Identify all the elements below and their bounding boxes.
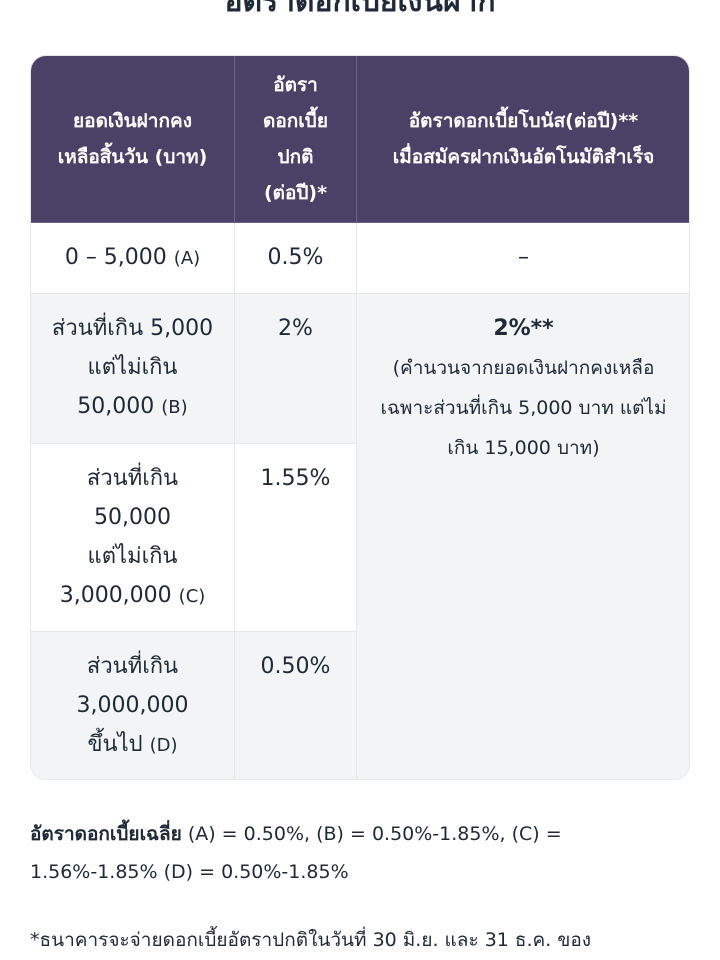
header-line: เหลือสิ้นวัน (บาท)	[57, 146, 208, 168]
tier-cell: ส่วนที่เกิน 50,000 แต่ไม่เกิน 3,000,000 (C)	[31, 444, 235, 632]
average-label: อัตราดอกเบี้ยเฉลี่ย	[30, 823, 182, 845]
tier-line: 50,000	[94, 505, 171, 530]
tier-line: 50,000 (B)	[77, 394, 188, 419]
header-cell: อัตราดอกเบี้ยปกติ (ต่อปี)*	[235, 56, 357, 223]
tier-tag: (A)	[173, 248, 201, 269]
tier-line: ส่วนที่เกิน	[86, 466, 179, 491]
header-cell: ยอดเงินฝากคงเหลือสิ้นวัน (บาท)	[31, 56, 235, 223]
tier-line: 3,000,000	[76, 693, 189, 718]
average-note: อัตราดอกเบี้ยเฉลี่ย (A) = 0.50%, (B) = 0…	[30, 815, 630, 891]
header-line: (ต่อปี)*	[263, 182, 328, 204]
bonus-note: เฉพาะส่วนที่เกิน 5,000 บาท แต่ไม่	[380, 397, 667, 419]
tier-tag: (D)	[149, 735, 178, 756]
average-text: (A) = 0.50%, (B) = 0.50%-1.85%, (C) = 1.…	[30, 823, 562, 883]
bonus-value: –	[518, 245, 529, 270]
header-line: ปกติ	[277, 146, 314, 168]
bonus-value: 2%**	[493, 316, 554, 341]
tier-cell: ส่วนที่เกิน 3,000,000 ขึ้นไป (D)	[31, 632, 235, 779]
header-cell: อัตราดอกเบี้ยโบนัส(ต่อปี)** เมื่อสมัครฝาก…	[357, 56, 689, 223]
rate-cell: 0.50%	[235, 632, 357, 779]
rate-value: 2%	[278, 316, 313, 341]
header-line: ดอกเบี้ย	[263, 110, 328, 132]
tier-cell: 0 – 5,000 (A)	[31, 223, 235, 294]
rate-cell: 0.5%	[235, 223, 357, 294]
header-line: ยอดเงินฝากคง	[73, 110, 192, 132]
rate-table: ยอดเงินฝากคง เหลือสิ้นวัน (บาท) อัตรา ดอกเบ…	[30, 55, 690, 780]
tier-line: 0 – 5,000 (A)	[64, 245, 201, 270]
rate-value: 0.50%	[260, 654, 331, 679]
tier-cell: ส่วนที่เกิน 5,000 แต่ไม่เกิน 50,000 (B)	[31, 294, 235, 444]
tier-line: แต่ไม่เกิน	[87, 544, 178, 569]
bonus-note: เกิน 15,000 บาท)	[447, 437, 600, 459]
bonus-note: (คำนวนจากยอดเงินฝากคงเหลือ	[392, 357, 655, 379]
tier-line: ส่วนที่เกิน 5,000	[51, 316, 214, 341]
rate-value: 1.55%	[260, 466, 331, 491]
rate-cell: 1.55%	[235, 444, 357, 632]
page-title: อัตราดอกเบี้ยเงินฝาก	[224, 0, 496, 19]
tier-line: 3,000,000 (C)	[59, 583, 206, 608]
header-line: เมื่อสมัครฝากเงินอัตโนมัติสำเร็จ	[392, 146, 655, 168]
tier-tag: (B)	[161, 397, 188, 418]
footnote: *ธนาคารจะจ่ายดอกเบี้ยอัตราปกติในวันที่ 3…	[30, 929, 592, 951]
rate-value: 0.5%	[267, 245, 324, 270]
tier-line: ส่วนที่เกิน	[86, 654, 179, 679]
bonus-cell: 2%** (คำนวนจากยอดเงินฝากคงเหลือเฉพาะส่วนท…	[357, 294, 689, 779]
header-line: อัตราดอกเบี้ยโบนัส(ต่อปี)**	[408, 110, 639, 132]
header-line: อัตรา	[273, 74, 318, 96]
tier-line: แต่ไม่เกิน	[87, 355, 178, 380]
tier-line: ขึ้นไป (D)	[87, 732, 178, 757]
rate-cell: 2%	[235, 294, 357, 444]
bonus-cell: –	[357, 223, 689, 294]
tier-tag: (C)	[178, 586, 206, 607]
